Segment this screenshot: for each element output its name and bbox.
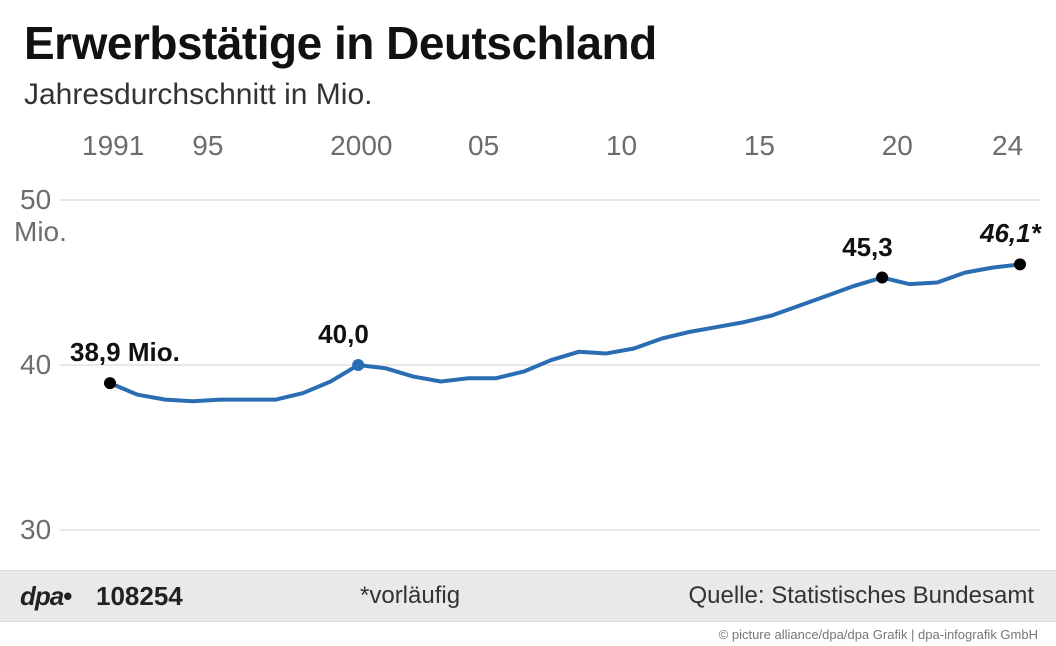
x-tick-label: 15 bbox=[744, 130, 775, 162]
footnote: *vorläufig bbox=[360, 582, 460, 610]
x-tick-label: 2000 bbox=[330, 130, 392, 162]
callout-label: 45,3 bbox=[842, 232, 893, 263]
x-tick-label: 95 bbox=[192, 130, 223, 162]
x-tick-label: 24 bbox=[992, 130, 1023, 162]
y-tick-label: 30 bbox=[20, 514, 51, 546]
graphic-id: 108254 bbox=[96, 581, 183, 612]
copyright-text: © picture alliance/dpa/dpa Grafik | dpa-… bbox=[719, 627, 1038, 642]
callout-label: 40,0 bbox=[318, 319, 369, 350]
source-text: Quelle: Statistisches Bundesamt bbox=[688, 582, 1034, 610]
y-axis-unit: Mio. bbox=[14, 216, 67, 248]
callout-label: 38,9 Mio. bbox=[70, 337, 180, 368]
y-tick-label: 40 bbox=[20, 349, 51, 381]
dpa-logo-text: dpa• bbox=[20, 581, 71, 612]
x-tick-label: 20 bbox=[882, 130, 913, 162]
line-chart bbox=[0, 0, 1056, 646]
y-tick-label: 50 bbox=[20, 184, 51, 216]
x-tick-label: 10 bbox=[606, 130, 637, 162]
callout-label: 46,1* bbox=[980, 218, 1041, 249]
x-tick-label: 1991 bbox=[82, 130, 144, 162]
x-tick-label: 05 bbox=[468, 130, 499, 162]
